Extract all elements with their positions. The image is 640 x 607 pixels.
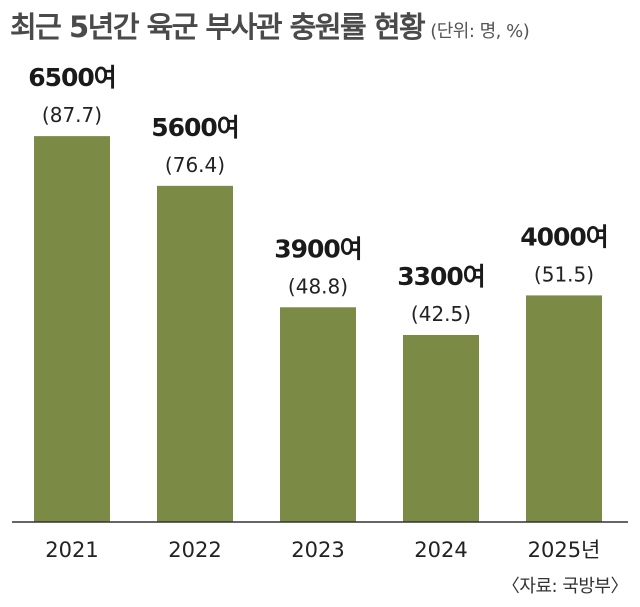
value-labels-group: 6500여 (87.7) 5600여 (76.4) 3900여 (48.8) 3300여 (4…	[28, 63, 609, 326]
count-label-4: 4000여	[520, 222, 608, 251]
source-note: 〈자료: 국방부〉	[501, 576, 629, 597]
x-tick-label-0: 2021	[45, 538, 98, 562]
bar-2	[280, 307, 356, 522]
count-label-2: 3900여	[274, 234, 362, 263]
chart-title: 최근 5년간 육군 부사관 충원률 현황	[10, 10, 426, 44]
rate-label-2: (48.8)	[288, 274, 348, 298]
rate-label-3: (42.5)	[411, 302, 471, 326]
bar-0	[34, 136, 110, 522]
bar-1	[157, 185, 233, 522]
bar-3	[403, 335, 479, 522]
count-label-3: 3300여	[397, 262, 485, 291]
x-tick-label-3: 2024	[414, 538, 467, 562]
rate-label-1: (76.4)	[165, 153, 225, 177]
title-row: 최근 5년간 육군 부사관 충원률 현황 (단위: 명, %)	[10, 4, 632, 44]
rate-label-4: (51.5)	[534, 262, 594, 286]
count-label-1: 5600여	[151, 113, 239, 142]
x-tick-label-4: 2025년	[528, 538, 601, 562]
unit-note: (단위: 명, %)	[430, 21, 530, 42]
rate-label-0: (87.7)	[42, 103, 102, 127]
bars-group	[34, 136, 602, 522]
bar-4	[526, 295, 602, 522]
x-tick-labels-group: 2021 2022 2023 2024 2025년	[45, 538, 600, 562]
count-label-0: 6500여	[28, 63, 116, 92]
x-tick-label-1: 2022	[168, 538, 221, 562]
x-tick-label-2: 2023	[291, 538, 344, 562]
